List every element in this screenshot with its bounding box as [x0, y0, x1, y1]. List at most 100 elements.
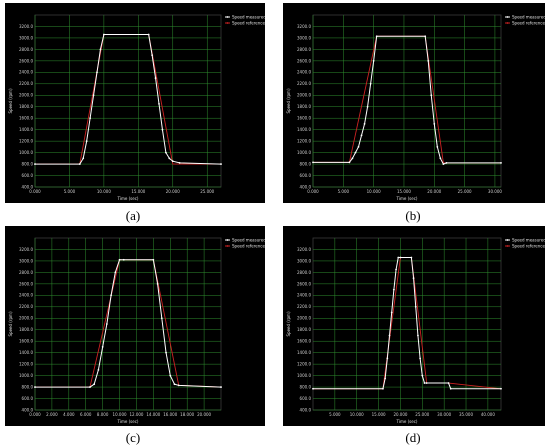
x-tick-label: 30.000 [437, 412, 451, 417]
data-point-measured [158, 102, 160, 105]
caption-d: (d) [405, 430, 421, 445]
data-point-measured [399, 256, 402, 259]
data-point-measured [177, 384, 180, 387]
data-point-measured [439, 157, 442, 160]
legend-label: Speed measured [512, 14, 545, 19]
data-point-measured [382, 387, 384, 390]
y-tick-label: 1600.0 [297, 339, 311, 344]
data-point-measured [93, 383, 96, 386]
data-point-measured [89, 386, 91, 388]
x-tick-label: 0.000 [307, 189, 319, 194]
data-point-measured [390, 311, 393, 314]
data-point-measured [151, 54, 154, 57]
caption-c: (c) [125, 430, 141, 445]
legend-label: Speed reference [512, 243, 545, 248]
data-point-measured [375, 35, 378, 38]
y-tick-label: 3000.0 [297, 258, 311, 263]
x-tick-label: 10.000 [113, 412, 127, 417]
data-point-measured [99, 48, 102, 51]
data-point-measured [424, 35, 427, 38]
data-point-measured [110, 294, 112, 297]
y-tick-label: 800.0 [22, 384, 34, 389]
data-point-measured [369, 82, 372, 85]
data-point-measured [427, 59, 430, 62]
data-point-measured [430, 94, 433, 97]
chart-c-svg: 400.0 600.0 800.0 1000.0 1200.0 1400.0 1600.0 1… [8, 237, 265, 424]
series-line-measured [313, 256, 501, 390]
legend-marker [226, 245, 229, 247]
y-axis-label: Speed (rpm) [286, 311, 291, 336]
x-tick-label: 20.000 [427, 189, 441, 194]
y-tick-label: 1800.0 [297, 104, 311, 109]
legend-marker [506, 245, 509, 247]
plot-frame [312, 14, 502, 188]
data-point-measured [154, 77, 157, 79]
legend-marker [226, 16, 229, 18]
x-tick-label: 0.000 [29, 412, 41, 417]
y-tick-label: 1000.0 [19, 373, 33, 378]
y-tick-label: 1800.0 [19, 104, 33, 109]
x-tick-label: 20.000 [166, 189, 180, 194]
data-point-measured [156, 282, 159, 285]
data-point-measured [372, 59, 375, 62]
y-tick-label: 2600.0 [297, 58, 311, 63]
y-tick-label: 1800.0 [297, 327, 311, 332]
x-tick-label: 10.000 [97, 189, 111, 194]
y-tick-label: 1200.0 [19, 362, 33, 367]
legend-marker [506, 22, 509, 24]
x-axis-label: Time (sec) [117, 419, 139, 424]
x-tick-label: 0.000 [29, 189, 41, 194]
plot-frame [34, 14, 222, 188]
data-point-measured [449, 387, 452, 390]
data-point-measured [417, 334, 419, 337]
y-tick-label: 2000.0 [19, 316, 33, 321]
y-tick-label: 2000.0 [297, 316, 311, 321]
data-point-measured [386, 357, 389, 360]
y-tick-label: 2600.0 [19, 58, 33, 63]
caption-b: (b) [405, 208, 421, 223]
data-point-measured [85, 140, 88, 143]
x-tick-label: 5.000 [338, 189, 350, 194]
series-line-measured [313, 35, 501, 165]
series-line-measured [35, 259, 222, 388]
y-tick-label: 2000.0 [19, 93, 33, 98]
legend-label: Speed reference [512, 20, 545, 25]
y-tick-label: 800.0 [22, 161, 34, 166]
y-tick-label: 3200.0 [19, 24, 33, 29]
series-line-reference [313, 257, 502, 390]
data-point-measured [433, 123, 436, 125]
data-point-measured [165, 351, 167, 354]
x-tick-label: 20.000 [197, 412, 211, 417]
data-point-measured [114, 271, 117, 274]
y-tick-label: 400.0 [300, 184, 312, 189]
y-tick-label: 600.0 [300, 396, 312, 401]
y-tick-label: 600.0 [300, 173, 312, 178]
y-tick-label: 400.0 [22, 184, 34, 189]
data-point-measured [442, 163, 445, 165]
data-point-measured [348, 161, 351, 164]
chart-d-area: 400.0 600.0 800.0 1000.0 1200.0 1400.0 1600.0 1… [283, 226, 545, 426]
y-tick-label: 1000.0 [297, 373, 311, 378]
y-tick-label: 2200.0 [19, 304, 33, 309]
y-tick-label: 1800.0 [19, 327, 33, 332]
y-tick-label: 2400.0 [19, 293, 33, 298]
chart-d-svg: 400.0 600.0 800.0 1000.0 1200.0 1400.0 1600.0 1… [286, 237, 545, 424]
data-point-measured [410, 256, 413, 259]
y-tick-label: 2200.0 [297, 81, 311, 86]
data-point-measured [168, 157, 171, 160]
y-tick-label: 800.0 [300, 161, 312, 166]
chart-c-area: 400.0 600.0 800.0 1000.0 1200.0 1400.0 1600.0 1… [5, 226, 265, 426]
x-tick-label: 15.000 [131, 189, 145, 194]
y-tick-label: 3200.0 [19, 247, 33, 252]
data-point-measured [392, 288, 395, 291]
y-tick-label: 2000.0 [297, 93, 311, 98]
data-point-measured [96, 71, 98, 74]
data-point-measured [178, 162, 181, 164]
y-axis-label: Speed (rpm) [286, 88, 291, 113]
x-tick-label: 8.000 [97, 412, 109, 417]
y-tick-label: 1400.0 [19, 127, 33, 132]
plot-frame [34, 237, 222, 411]
y-tick-label: 3200.0 [297, 24, 311, 29]
series-line-measured [35, 33, 222, 165]
data-point-measured [92, 94, 95, 97]
